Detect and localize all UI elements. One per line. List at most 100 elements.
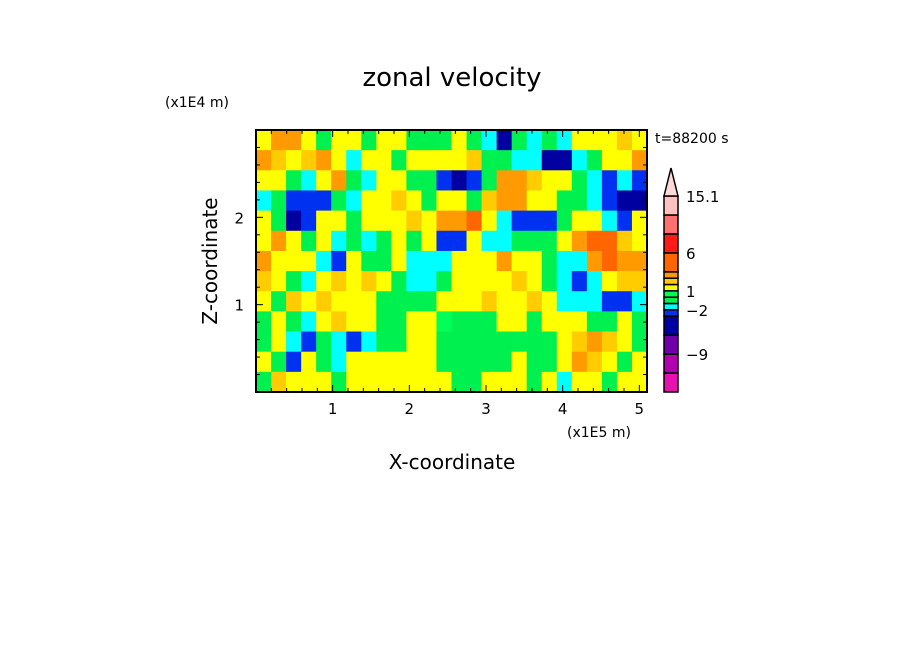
heatmap-cell [481, 351, 498, 373]
heatmap-cell [481, 150, 498, 171]
heatmap-cell [391, 311, 407, 333]
heatmap-cell [631, 230, 648, 252]
colorbar-segment [663, 296, 679, 305]
heatmap-cell [331, 291, 347, 312]
heatmap-cell [586, 271, 603, 292]
heatmap-cell [361, 130, 377, 151]
colorbar-label: −2 [686, 302, 708, 320]
heatmap-cell [361, 351, 377, 373]
heatmap-cell [421, 170, 438, 192]
heatmap-cell [616, 311, 633, 333]
heatmap-cell [376, 250, 392, 272]
heatmap-cell [481, 190, 498, 212]
heatmap-cell [271, 250, 287, 272]
heatmap-cell [421, 331, 438, 353]
heatmap-cell [406, 331, 423, 353]
colorbar-segment [663, 233, 679, 254]
heatmap-cell [601, 291, 618, 312]
heatmap-cell [586, 371, 603, 393]
heatmap-cell [256, 311, 272, 333]
heatmap-cell [316, 331, 332, 353]
heatmap-cell [361, 210, 377, 232]
chart-title: zonal velocity [362, 63, 541, 93]
heatmap-cell [301, 170, 317, 192]
heatmap-cell [406, 271, 423, 292]
heatmap-cell [376, 210, 392, 232]
heatmap-cell [481, 371, 498, 393]
x-tick-label: 4 [558, 400, 568, 418]
heatmap-cell [631, 371, 648, 393]
colorbar-segment [663, 353, 679, 374]
heatmap-cell [256, 371, 272, 393]
y-scale-label: (x1E4 m) [165, 95, 229, 111]
heatmap-cell [391, 210, 407, 232]
heatmap-cell [511, 371, 528, 393]
heatmap-cell [316, 230, 332, 252]
heatmap-cell [616, 351, 633, 373]
heatmap-cell [631, 210, 648, 232]
heatmap-cell [616, 150, 633, 171]
heatmap-cell [586, 190, 603, 212]
heatmap-cell [481, 230, 498, 252]
heatmap-cell [556, 250, 573, 272]
heatmap-cell [541, 170, 558, 192]
heatmap-cell [511, 190, 528, 212]
colorbar-segment [663, 252, 679, 273]
heatmap-cell [466, 150, 483, 171]
heatmap-cell [511, 170, 528, 192]
heatmap-cell [631, 190, 648, 212]
heatmap-cell [331, 130, 347, 151]
heatmap-cell [256, 331, 272, 353]
heatmap-cell [361, 230, 377, 252]
heatmap-cell [406, 230, 423, 252]
heatmap-cell [316, 351, 332, 373]
heatmap-cell [256, 351, 272, 373]
heatmap-cell [346, 170, 362, 192]
y-axis-label: Z-coordinate [198, 197, 222, 324]
heatmap-cell [526, 210, 543, 232]
heatmap-cell [451, 311, 468, 333]
heatmap-cell [496, 210, 513, 232]
heatmap-cell [511, 230, 528, 252]
heatmap-cell [286, 230, 302, 252]
heatmap-cell [541, 311, 558, 333]
heatmap-cell [526, 130, 543, 151]
heatmap-cell [256, 170, 272, 192]
heatmap-cell [271, 271, 287, 292]
heatmap-cell [601, 271, 618, 292]
heatmap-cell [286, 130, 302, 151]
heatmap-cell [481, 311, 498, 333]
heatmap-cell [256, 130, 272, 151]
heatmap-cell [346, 331, 362, 353]
heatmap-cell [361, 250, 377, 272]
heatmap-cell [586, 250, 603, 272]
heatmap-cell [436, 271, 453, 292]
heatmap-cell [466, 230, 483, 252]
heatmap-cell [331, 271, 347, 292]
heatmap-cell [421, 190, 438, 212]
heatmap-cell [466, 331, 483, 353]
heatmap-cell [421, 130, 438, 151]
heatmap-cell [556, 190, 573, 212]
heatmap-cell [316, 271, 332, 292]
heatmap-cell [571, 210, 588, 232]
heatmap-cell [616, 291, 633, 312]
heatmap-cell [616, 130, 633, 151]
heatmap-cell [571, 130, 588, 151]
heatmap-cell [331, 190, 347, 212]
heatmap-cell [286, 271, 302, 292]
heatmap-cell [286, 210, 302, 232]
heatmap-cell [316, 190, 332, 212]
heatmap-cell [436, 291, 453, 312]
heatmap-cell [436, 170, 453, 192]
heatmap-cell [571, 150, 588, 171]
heatmap-cell [436, 351, 453, 373]
heatmap-cell [526, 150, 543, 171]
heatmap-cell [526, 271, 543, 292]
heatmap-cell [586, 210, 603, 232]
heatmap-cell [571, 331, 588, 353]
heatmap-cell [316, 210, 332, 232]
heatmap-cell [631, 250, 648, 272]
heatmap-cell [376, 311, 392, 333]
